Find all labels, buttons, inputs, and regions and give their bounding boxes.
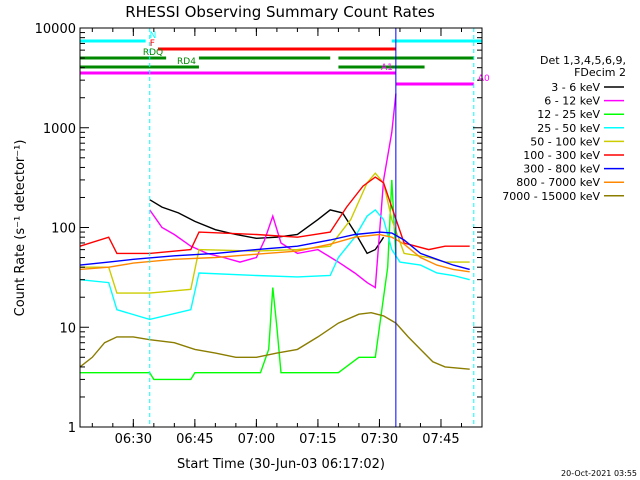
series-line-5 (79, 176, 470, 255)
axes: 06:30 06:45 07:00 07:15 07:30 07:45 1 10 100 1000… (35, 22, 482, 447)
y-tick-label-1: 10 (59, 321, 76, 336)
x-tick-label-2: 07:00 (238, 432, 275, 447)
vertical-markers (149, 28, 475, 427)
y-axis-label: Count Rate (s⁻¹ detector⁻¹) (13, 140, 28, 317)
legend-label-6: 300 - 800 keV (523, 163, 600, 176)
x-tick-label-0: 06:30 (115, 432, 152, 447)
x-tick-label-5: 07:45 (422, 432, 459, 447)
series-line-8 (79, 311, 470, 370)
y-tick-label-4: 10000 (35, 22, 76, 37)
flag-label-4: A1 (381, 63, 393, 73)
series-line-7 (79, 233, 470, 273)
legend-label-3: 25 - 50 keV (537, 122, 600, 135)
flag-label-3: RD4 (177, 57, 196, 67)
legend-label-7: 800 - 7000 keV (516, 176, 600, 189)
legend-label-2: 12 - 25 keV (537, 108, 600, 121)
x-axis-label: Start Time (30-Jun-03 06:17:02) (177, 457, 385, 472)
legend-header-1: FDecim 2 (574, 66, 626, 79)
data-series (79, 93, 470, 381)
flag-label-0: N (150, 31, 157, 41)
footer-date: 20-Oct-2021 03:55 (561, 469, 637, 478)
x-tick-label-1: 06:45 (176, 432, 213, 447)
y-tick-label-3: 1000 (43, 122, 76, 137)
series-line-3 (79, 208, 470, 321)
legend-header-0: Det 1,3,4,5,6,9, (540, 54, 626, 67)
chart-title: RHESSI Observing Summary Count Rates (125, 3, 435, 21)
series-line-4 (80, 172, 470, 294)
series-line-2 (80, 179, 397, 381)
y-tick-label-2: 100 (51, 222, 76, 237)
x-tick-label-3: 07:15 (299, 432, 336, 447)
legend-label-0: 3 - 6 keV (551, 81, 600, 94)
legend-label-8: 7000 - 15000 keV (502, 190, 600, 203)
legend-label-5: 100 - 300 keV (523, 149, 600, 162)
x-tick-label-4: 07:30 (361, 432, 398, 447)
legend-label-4: 50 - 100 keV (530, 135, 600, 148)
flag-label-2: RDQ (143, 48, 163, 58)
y-tick-label-0: 1 (68, 421, 76, 436)
flag-label-1: F (150, 39, 155, 49)
flag-label-5: A0 (478, 74, 490, 84)
legend-label-1: 6 - 12 keV (544, 95, 600, 108)
series-line-1 (149, 93, 397, 289)
series-line-6 (79, 231, 470, 271)
